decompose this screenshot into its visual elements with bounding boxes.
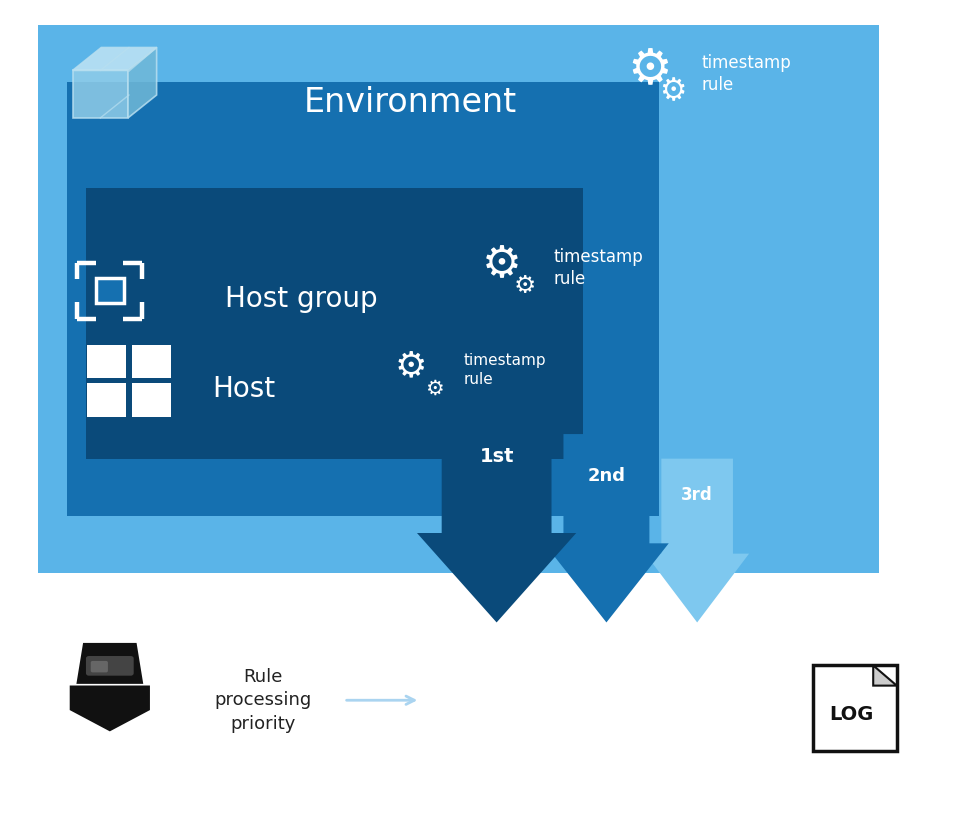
Polygon shape <box>73 70 128 118</box>
Bar <box>132 383 171 417</box>
Text: ⚙: ⚙ <box>660 77 687 106</box>
Polygon shape <box>73 48 157 70</box>
Text: timestamp
rule: timestamp rule <box>702 53 792 94</box>
Polygon shape <box>544 434 668 622</box>
Text: ⚙: ⚙ <box>425 378 444 398</box>
Text: LOG: LOG <box>830 705 874 725</box>
FancyBboxPatch shape <box>86 188 583 459</box>
Text: 3rd: 3rd <box>681 486 713 504</box>
Text: ⚙: ⚙ <box>514 274 537 298</box>
Text: 2nd: 2nd <box>587 467 626 485</box>
Text: Rule
processing
priority: Rule processing priority <box>214 667 311 733</box>
FancyBboxPatch shape <box>86 656 134 676</box>
Text: timestamp
rule: timestamp rule <box>554 247 644 288</box>
Polygon shape <box>417 410 576 622</box>
Bar <box>813 665 897 752</box>
Text: ⚙: ⚙ <box>627 46 671 93</box>
Polygon shape <box>128 48 157 118</box>
Polygon shape <box>76 643 143 684</box>
Bar <box>87 345 126 378</box>
Polygon shape <box>873 665 897 686</box>
Text: ⚙: ⚙ <box>394 349 427 383</box>
Bar <box>132 345 171 378</box>
Bar <box>87 383 126 417</box>
Text: 1st: 1st <box>479 447 514 466</box>
Text: Environment: Environment <box>304 86 518 119</box>
Text: timestamp
rule: timestamp rule <box>463 353 546 387</box>
Bar <box>96 278 124 303</box>
Polygon shape <box>646 459 749 622</box>
Text: Host group: Host group <box>224 285 377 313</box>
FancyBboxPatch shape <box>67 82 659 516</box>
FancyBboxPatch shape <box>38 25 879 573</box>
Polygon shape <box>70 686 150 731</box>
Text: Host: Host <box>212 375 275 403</box>
FancyBboxPatch shape <box>91 661 108 672</box>
Text: ⚙: ⚙ <box>481 242 521 285</box>
